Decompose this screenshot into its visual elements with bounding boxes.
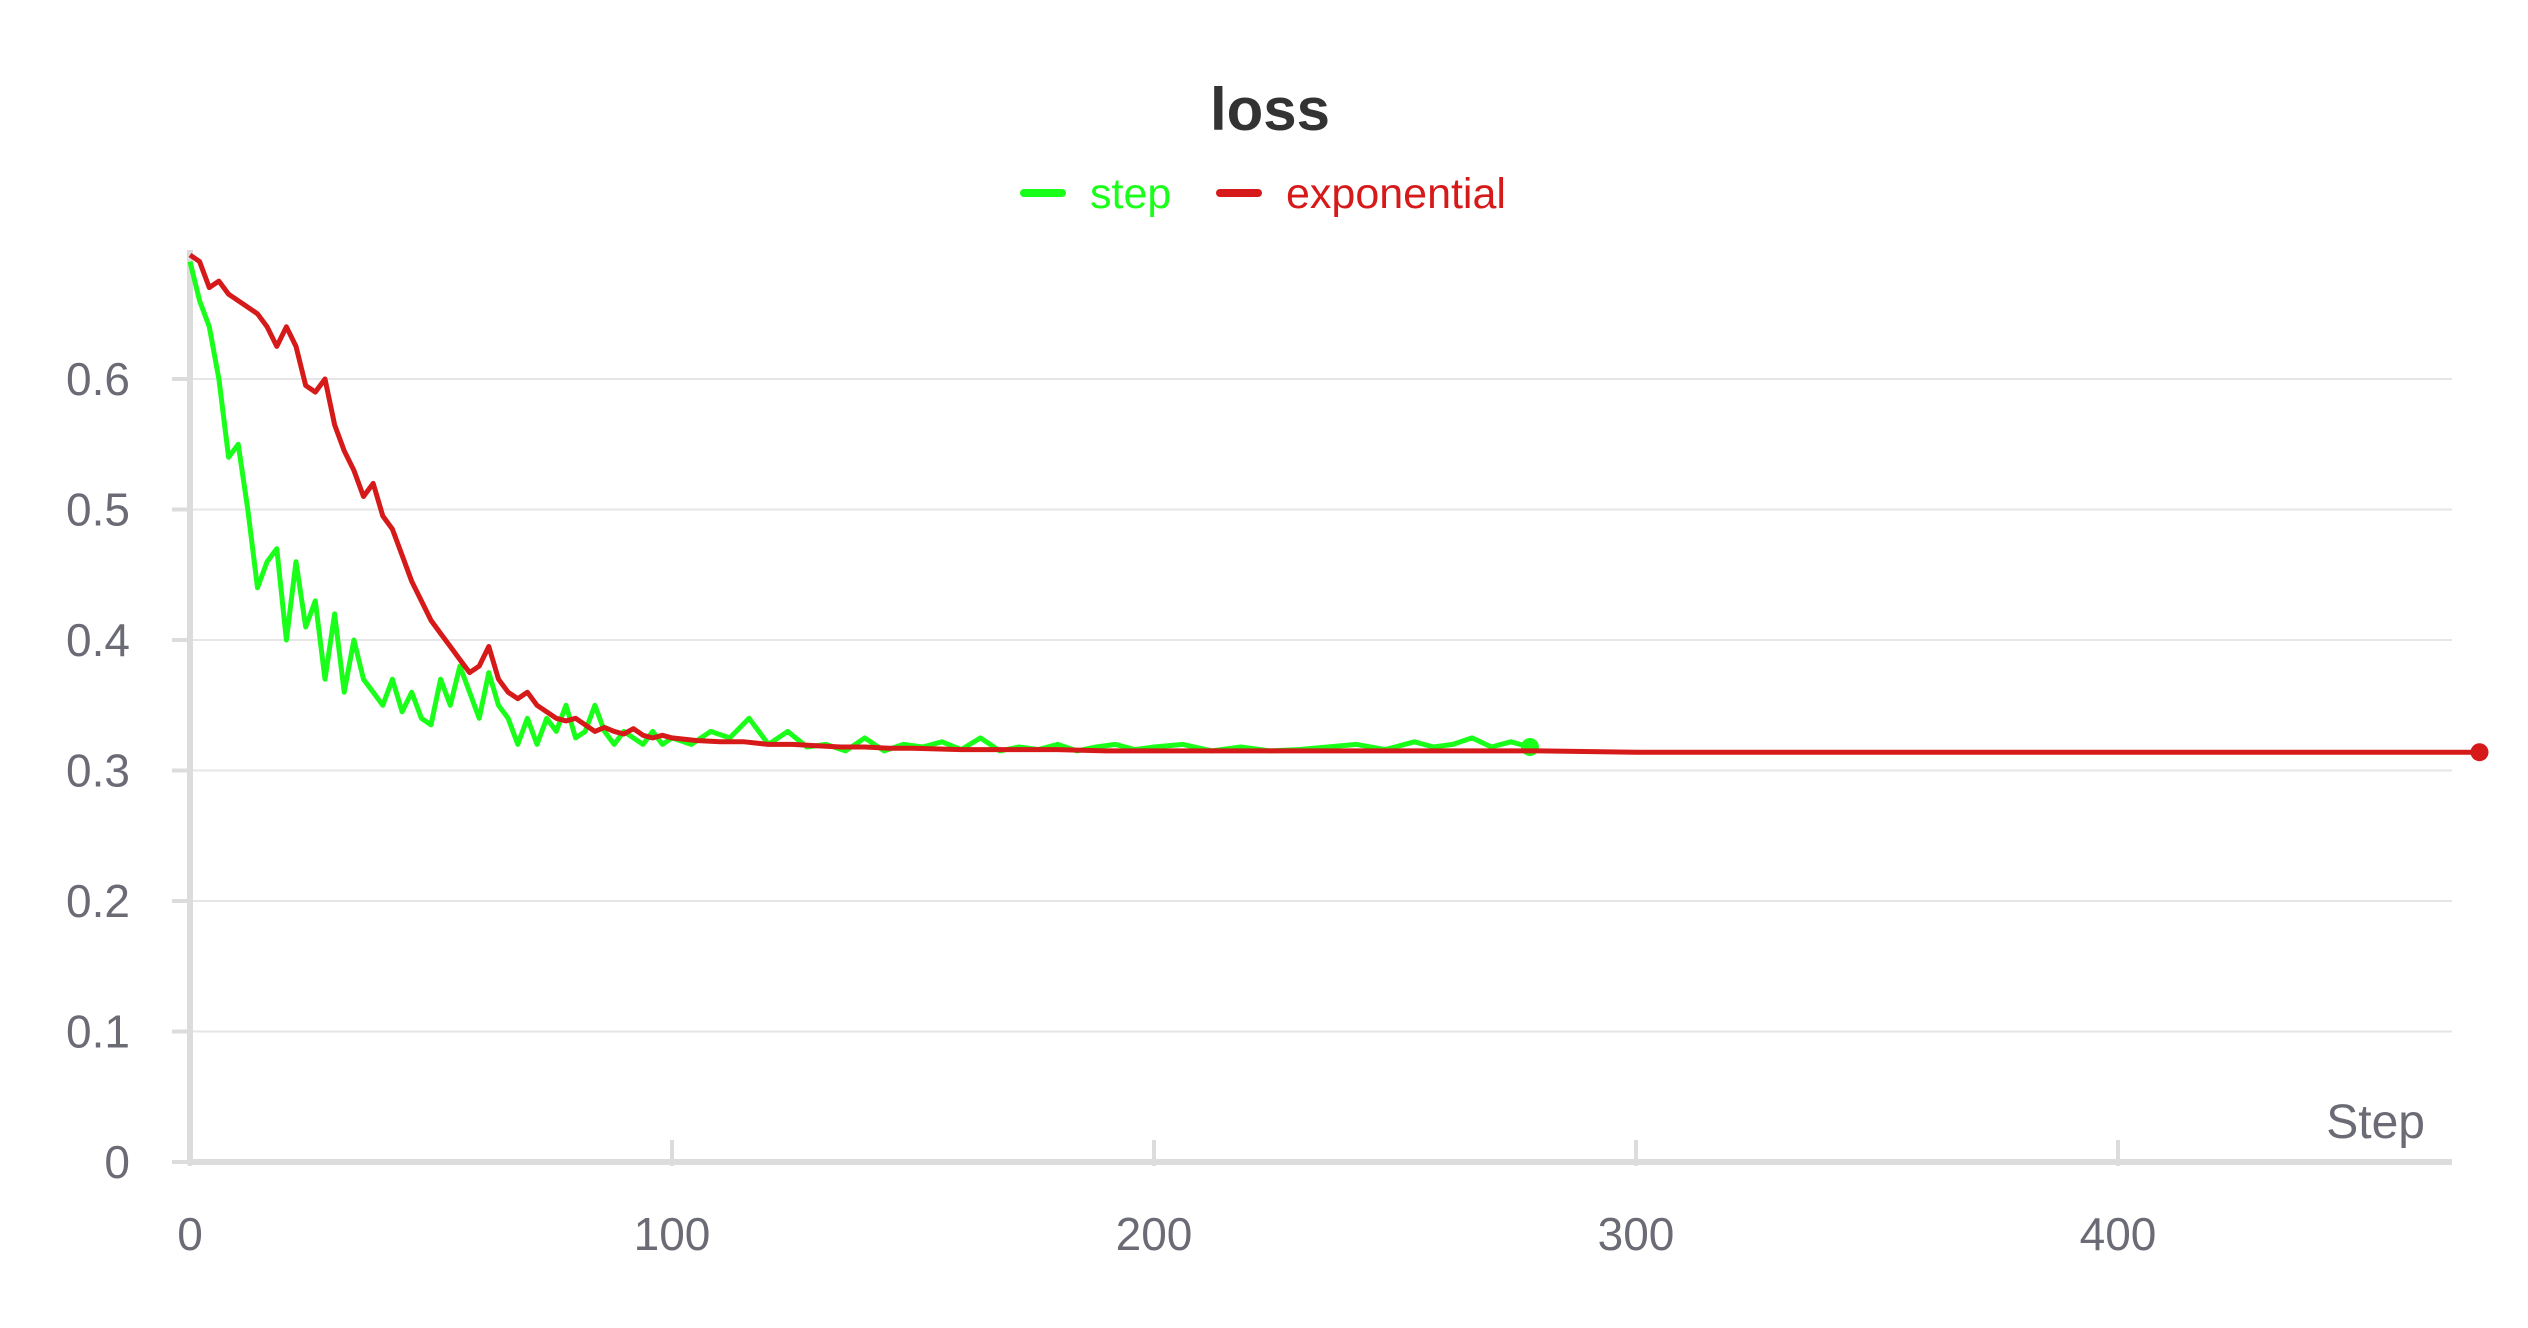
legend-label: step [1090, 170, 1171, 218]
series-line-step [187, 261, 1531, 754]
series-end-point-exponential [2470, 743, 2489, 762]
legend: step exponential [1020, 170, 1506, 218]
y-tick-label: 0.3 [66, 745, 130, 797]
y-tick-label: 0.5 [66, 484, 130, 536]
x-tick-label: 300 [1598, 1208, 1675, 1260]
chart-title: loss [1210, 76, 1330, 143]
x-axis: 0 100 200 300 400 [177, 1140, 2452, 1260]
grid-lines [190, 378, 2452, 1033]
legend-item-step: step [1020, 170, 1171, 218]
y-tick-label: 0.1 [66, 1006, 130, 1058]
legend-label: exponential [1286, 170, 1506, 218]
x-tick-label: 200 [1116, 1208, 1193, 1260]
y-tick-label: 0.6 [66, 353, 130, 405]
y-tick-label: 0 [104, 1136, 130, 1188]
x-axis-label: Step [2326, 1096, 2425, 1149]
x-tick-label: 100 [634, 1208, 711, 1260]
series-layer [187, 252, 2489, 762]
y-axis: 0 0.1 0.2 0.3 0.4 0.5 0.6 [66, 250, 193, 1188]
y-tick-label: 0.2 [66, 875, 130, 927]
series-line-exponential [188, 252, 2480, 755]
x-tick-label: 400 [2080, 1208, 2157, 1260]
y-tick-label: 0.4 [66, 614, 130, 666]
legend-item-exponential: exponential [1216, 170, 1506, 218]
x-tick-label: 0 [177, 1208, 203, 1260]
